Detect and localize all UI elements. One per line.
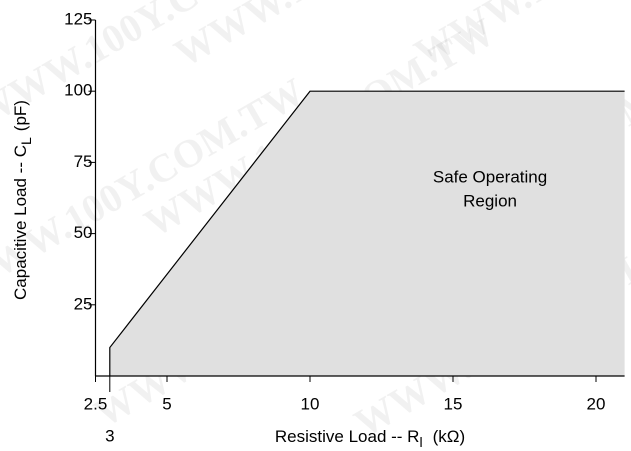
y-tick-label: 100 bbox=[64, 81, 92, 100]
y-label-text: Capacitive Load -- C bbox=[11, 145, 30, 300]
x-tick-label: 20 bbox=[587, 394, 606, 413]
x-label-text: Resistive Load -- R bbox=[275, 427, 420, 446]
y-tick-label: 75 bbox=[74, 152, 93, 171]
x-label-subscript: l bbox=[419, 434, 422, 450]
annotation: Safe Operating bbox=[433, 167, 547, 186]
x-tick-label: 3 bbox=[105, 426, 114, 445]
y-label-subscript: L bbox=[18, 137, 34, 145]
area-fill bbox=[109, 91, 625, 376]
y-axis-label: Capacitive Load -- CL (pF) bbox=[11, 100, 33, 300]
x-label-unit: (kΩ) bbox=[433, 427, 466, 446]
boundary-line bbox=[109, 90, 625, 376]
annotation: Region bbox=[463, 191, 517, 210]
x-tick-label: 5 bbox=[162, 394, 171, 413]
x-tick-label: 10 bbox=[301, 394, 320, 413]
x-tick-label: 2.5 bbox=[84, 394, 108, 413]
y-tick-label: 25 bbox=[74, 294, 93, 313]
x-tick-label: 15 bbox=[444, 394, 463, 413]
y-tick-label: 50 bbox=[74, 223, 93, 242]
y-tick-label: 125 bbox=[64, 9, 92, 28]
x-axis-label: Resistive Load -- Rl (kΩ) bbox=[275, 427, 465, 449]
y-label-unit: (pF) bbox=[11, 100, 30, 131]
